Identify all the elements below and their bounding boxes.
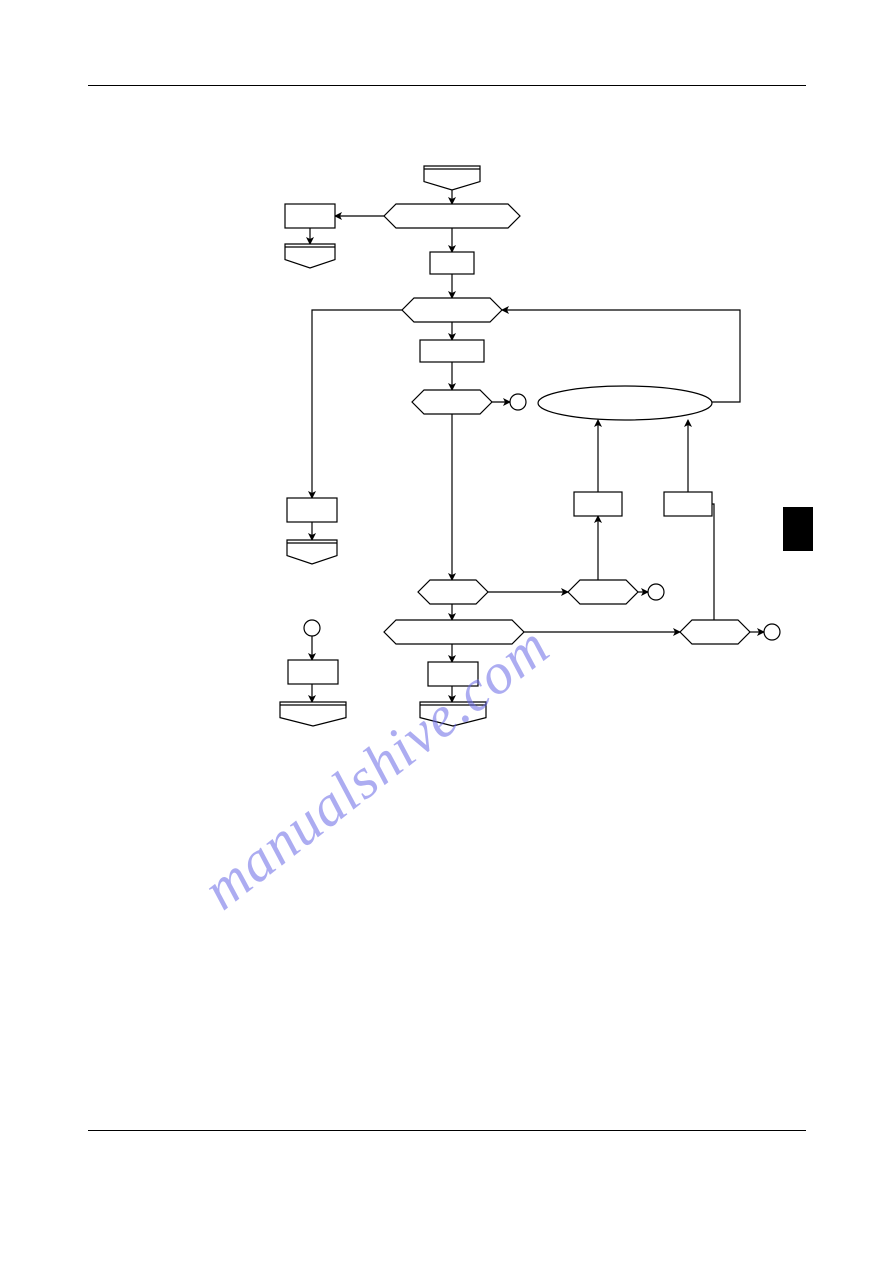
node-p_under_e1	[574, 492, 622, 516]
page-root: manualshive.com	[0, 0, 893, 1263]
node-dec1	[384, 204, 520, 228]
node-conn_dec5r	[764, 624, 780, 640]
node-p_bl	[288, 660, 338, 684]
node-conn_bl	[304, 620, 320, 636]
node-p2	[420, 340, 484, 362]
nodes-group	[280, 166, 780, 726]
node-off_left1	[285, 244, 335, 268]
node-dec3	[412, 390, 492, 414]
node-dec5r	[680, 620, 750, 644]
node-conn_dec4r	[648, 584, 664, 600]
node-p_left2	[287, 498, 337, 522]
flowchart	[0, 0, 893, 1263]
node-p_under_e2	[664, 492, 712, 516]
node-dec4r	[568, 580, 638, 604]
edge-dec2-p_left2	[312, 310, 402, 498]
node-p_left1	[285, 204, 335, 228]
edge-dec5r-p_under_e2	[688, 504, 714, 620]
node-ellipse1	[538, 386, 712, 420]
node-dec5	[384, 620, 524, 644]
node-dec4	[418, 580, 488, 604]
node-p1	[430, 252, 474, 274]
node-dec2	[402, 298, 502, 322]
node-start	[424, 166, 480, 190]
node-p_bc	[428, 662, 478, 686]
node-conn_dec3	[510, 394, 526, 410]
